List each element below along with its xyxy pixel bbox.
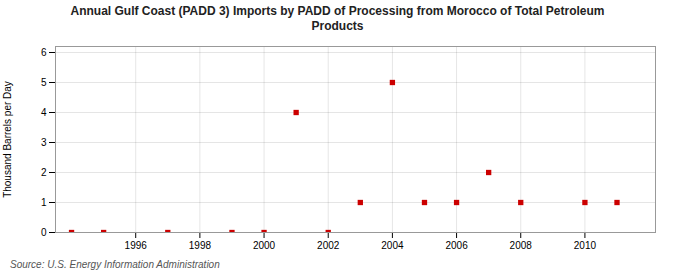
- svg-text:Thousand Barrels per Day: Thousand Barrels per Day: [2, 81, 13, 198]
- svg-text:1: 1: [41, 197, 47, 208]
- html-text:Annual Gulf Coast (PADD 3) Imp: Annual Gulf Coast (PADD 3) Imports by PA…: [70, 4, 605, 33]
- svg-text:6: 6: [41, 47, 47, 58]
- svg-text:0: 0: [41, 227, 47, 238]
- svg-text:1998: 1998: [189, 240, 212, 251]
- svg-text:2006: 2006: [445, 240, 468, 251]
- svg-text:2000: 2000: [253, 240, 276, 251]
- svg-text:2004: 2004: [381, 240, 404, 251]
- svg-text:3: 3: [41, 137, 47, 148]
- svg-text:2002: 2002: [317, 240, 340, 251]
- svg-text:2: 2: [41, 167, 47, 178]
- svg-text:5: 5: [41, 77, 47, 88]
- svg-text:1996: 1996: [125, 240, 148, 251]
- svg-text:4: 4: [41, 107, 47, 118]
- html-text:Source: U.S. Energy Informatio: Source: U.S. Energy Information Administ…: [10, 259, 220, 270]
- svg-text:2008: 2008: [510, 240, 533, 251]
- svg-text:2010: 2010: [574, 240, 597, 251]
